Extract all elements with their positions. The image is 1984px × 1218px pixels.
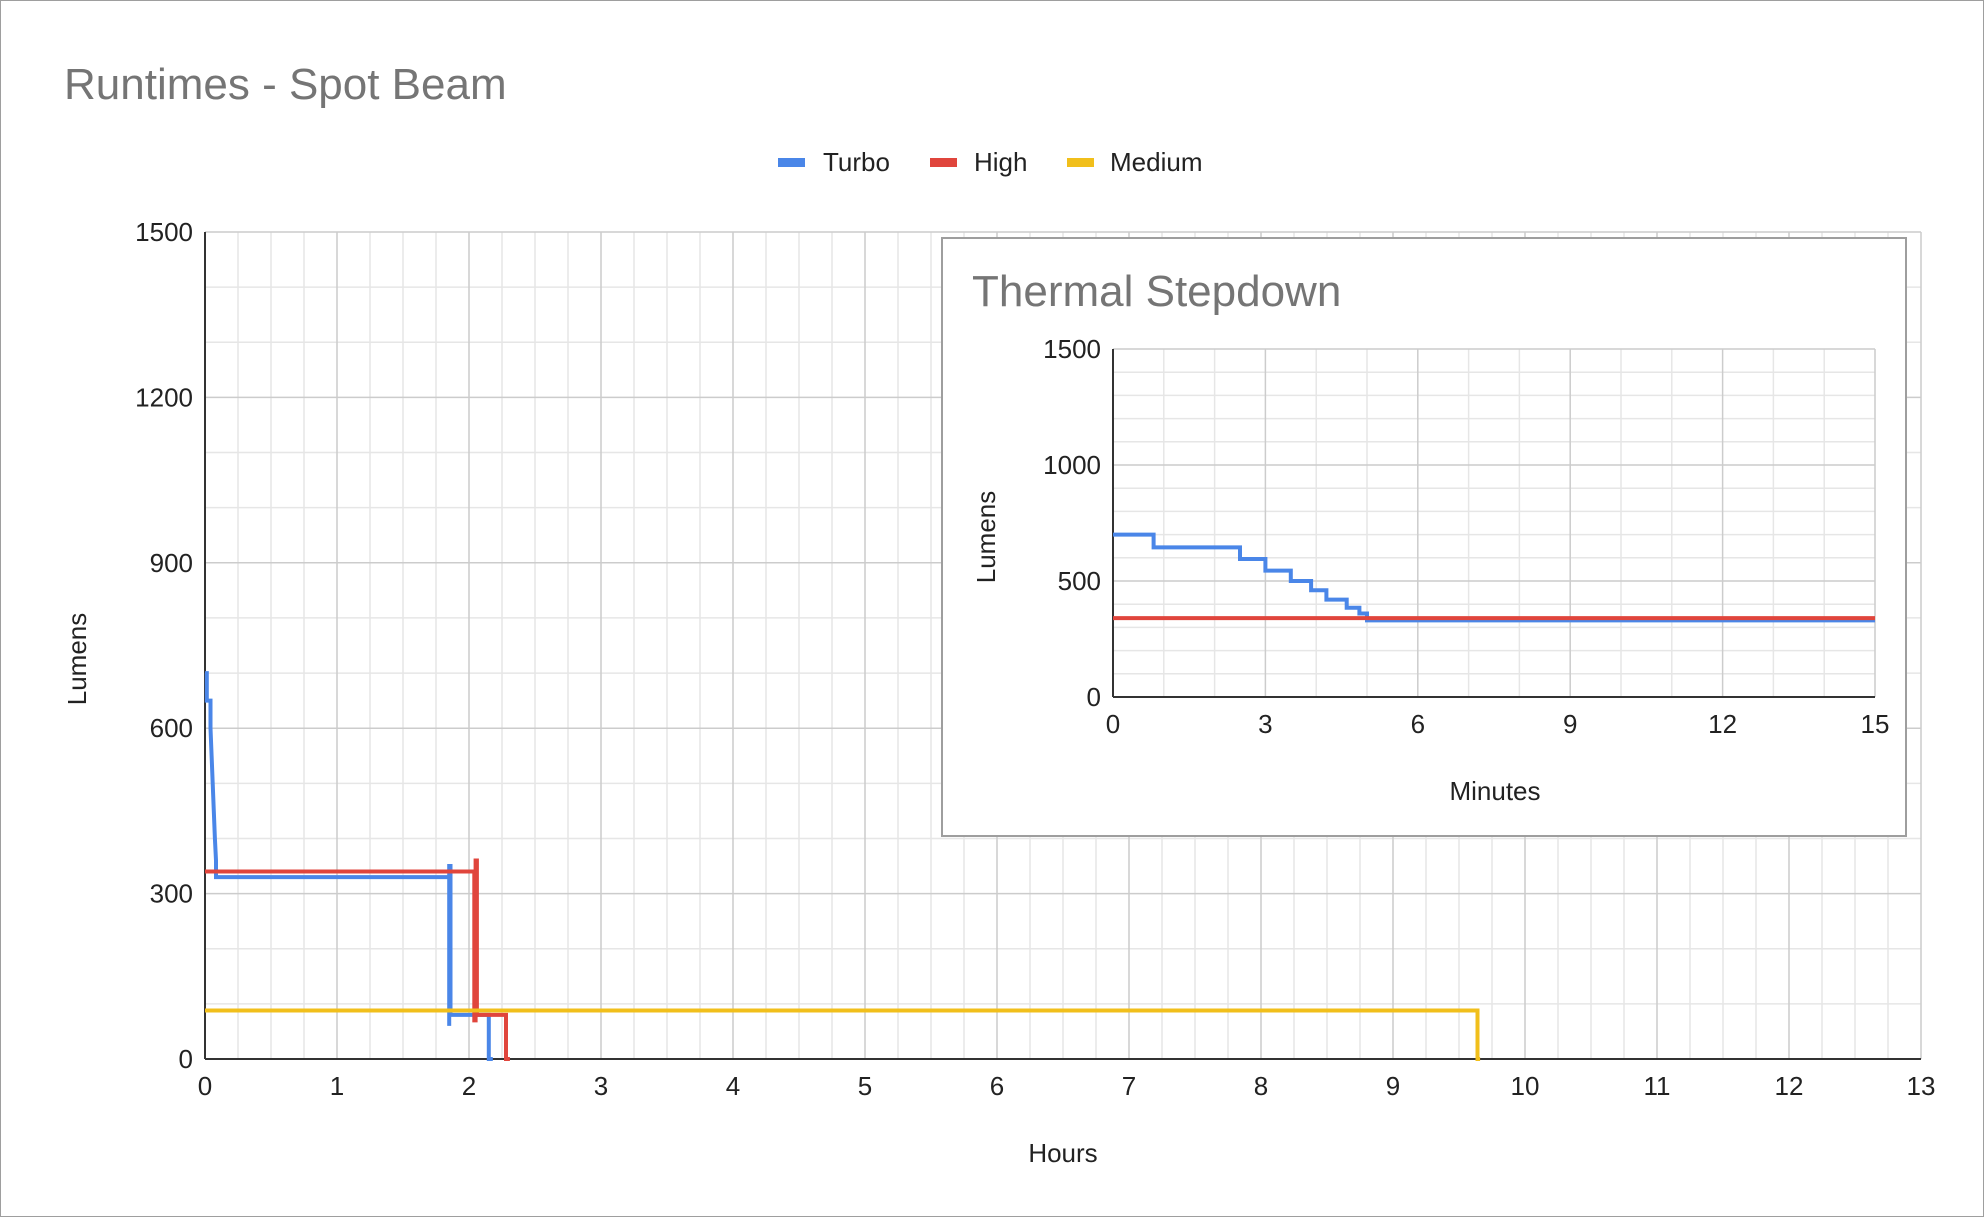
y-tick-label: 1500 bbox=[1043, 334, 1101, 364]
legend-swatch-turbo bbox=[778, 158, 805, 167]
main-y-axis-title: Lumens bbox=[62, 613, 92, 706]
x-tick-label: 9 bbox=[1386, 1071, 1400, 1101]
y-tick-label: 0 bbox=[179, 1044, 193, 1074]
x-tick-label: 3 bbox=[1258, 709, 1272, 739]
x-tick-label: 0 bbox=[198, 1071, 212, 1101]
legend-item-medium: Medium bbox=[1067, 147, 1202, 177]
inset-chart: Thermal Stepdown 0 3 6 9 12 15 0 500 1000 1500 Mi… bbox=[941, 237, 1907, 837]
x-tick-label: 12 bbox=[1708, 709, 1737, 739]
y-tick-label: 1500 bbox=[135, 217, 193, 247]
x-tick-label: 6 bbox=[1411, 709, 1425, 739]
x-tick-label: 0 bbox=[1106, 709, 1120, 739]
series-line-turbo bbox=[204, 671, 493, 1061]
x-tick-label: 5 bbox=[858, 1071, 872, 1101]
y-tick-label: 600 bbox=[150, 713, 193, 743]
inset-y-axis-title: Lumens bbox=[971, 491, 1001, 584]
main-x-axis-title: Hours bbox=[1028, 1138, 1097, 1168]
y-tick-label: 300 bbox=[150, 879, 193, 909]
x-tick-label: 12 bbox=[1775, 1071, 1804, 1101]
y-tick-label: 900 bbox=[150, 548, 193, 578]
inset-x-axis-title: Minutes bbox=[1449, 776, 1540, 806]
y-tick-label: 0 bbox=[1087, 682, 1101, 712]
chart-title: Runtimes - Spot Beam bbox=[64, 60, 507, 109]
legend: Turbo High Medium bbox=[778, 147, 1202, 177]
legend-item-turbo: Turbo bbox=[778, 147, 890, 177]
y-tick-label: 1200 bbox=[135, 382, 193, 412]
x-tick-label: 2 bbox=[462, 1071, 476, 1101]
x-tick-label: 10 bbox=[1511, 1071, 1540, 1101]
legend-swatch-high bbox=[930, 158, 957, 167]
x-tick-label: 3 bbox=[594, 1071, 608, 1101]
x-tick-label: 4 bbox=[726, 1071, 740, 1101]
inset-series bbox=[1113, 532, 1875, 623]
x-tick-label: 8 bbox=[1254, 1071, 1268, 1101]
y-tick-label: 500 bbox=[1058, 566, 1101, 596]
x-tick-label: 6 bbox=[990, 1071, 1004, 1101]
inset-title: Thermal Stepdown bbox=[972, 267, 1341, 316]
x-tick-label: 9 bbox=[1563, 709, 1577, 739]
main-series bbox=[204, 671, 1481, 1061]
legend-item-high: High bbox=[930, 147, 1027, 177]
x-tick-label: 7 bbox=[1122, 1071, 1136, 1101]
series-line-medium bbox=[205, 1008, 1481, 1061]
legend-label-turbo: Turbo bbox=[823, 147, 890, 177]
x-tick-label: 11 bbox=[1644, 1071, 1671, 1101]
inset-frame bbox=[941, 237, 1907, 837]
inset-axes bbox=[1112, 349, 1875, 698]
legend-label-medium: Medium bbox=[1110, 147, 1202, 177]
x-tick-label: 13 bbox=[1907, 1071, 1936, 1101]
y-tick-label: 1000 bbox=[1043, 450, 1101, 480]
series-line-high bbox=[205, 858, 510, 1061]
legend-swatch-medium bbox=[1067, 158, 1094, 167]
inset-tick-labels: 0 3 6 9 12 15 0 500 1000 1500 bbox=[1043, 334, 1889, 739]
series-line-turbo bbox=[1113, 532, 1875, 623]
x-tick-label: 15 bbox=[1861, 709, 1890, 739]
legend-label-high: High bbox=[974, 147, 1027, 177]
x-tick-label: 1 bbox=[330, 1071, 344, 1101]
